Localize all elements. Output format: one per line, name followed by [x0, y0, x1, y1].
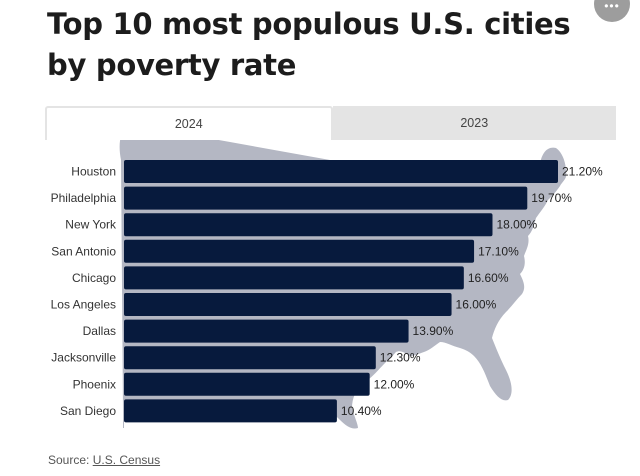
bars-group: Houston 21.20% Philadelphia 19.70% New York 1…: [51, 160, 603, 423]
category-label: Dallas: [83, 324, 116, 338]
category-label: Los Angeles: [51, 298, 116, 312]
category-label: San Antonio: [51, 244, 116, 258]
more-options-button[interactable]: •••: [594, 0, 630, 22]
data-label: 16.00%: [456, 298, 497, 312]
data-label: 16.60%: [468, 271, 509, 285]
data-label: 12.00%: [374, 377, 415, 391]
category-label: Jacksonville: [51, 351, 116, 365]
data-label: 19.70%: [531, 191, 572, 205]
bar-chicago[interactable]: [124, 266, 464, 290]
bar-san-diego[interactable]: [124, 399, 337, 423]
bar-phoenix[interactable]: [124, 372, 370, 396]
more-options-icon: •••: [604, 0, 620, 13]
source-link[interactable]: U.S. Census: [92, 453, 161, 467]
bar-los-angeles[interactable]: [124, 293, 452, 316]
data-label: 18.00%: [496, 218, 537, 232]
category-label: San Diego: [60, 404, 116, 418]
tab-2024[interactable]: 2024: [45, 106, 333, 140]
category-label: Chicago: [72, 271, 116, 285]
data-label: 17.10%: [478, 244, 519, 258]
bar-dallas[interactable]: [124, 319, 409, 343]
category-label: Phoenix: [73, 377, 116, 391]
data-label: 21.20%: [562, 165, 603, 179]
category-label: Houston: [71, 165, 116, 179]
data-label: 10.40%: [341, 404, 382, 418]
page-title: Top 10 most populous U.S. cities by pove…: [47, 7, 571, 82]
data-label: 13.90%: [413, 324, 454, 338]
bar-philadelphia[interactable]: [124, 186, 528, 210]
year-tabs: 2024 2023: [45, 106, 616, 140]
tab-2023[interactable]: 2023: [332, 106, 616, 140]
bar-new-york[interactable]: [124, 213, 493, 237]
source-note: Source: U.S. Census: [48, 453, 160, 467]
bar-san-antonio[interactable]: [124, 239, 475, 263]
category-label: New York: [65, 218, 117, 232]
source-label: Source:: [48, 453, 93, 467]
data-label: 12.30%: [380, 351, 421, 365]
bar-houston[interactable]: [124, 160, 558, 183]
bar-jacksonville[interactable]: [124, 346, 376, 370]
category-label: Philadelphia: [51, 191, 117, 205]
